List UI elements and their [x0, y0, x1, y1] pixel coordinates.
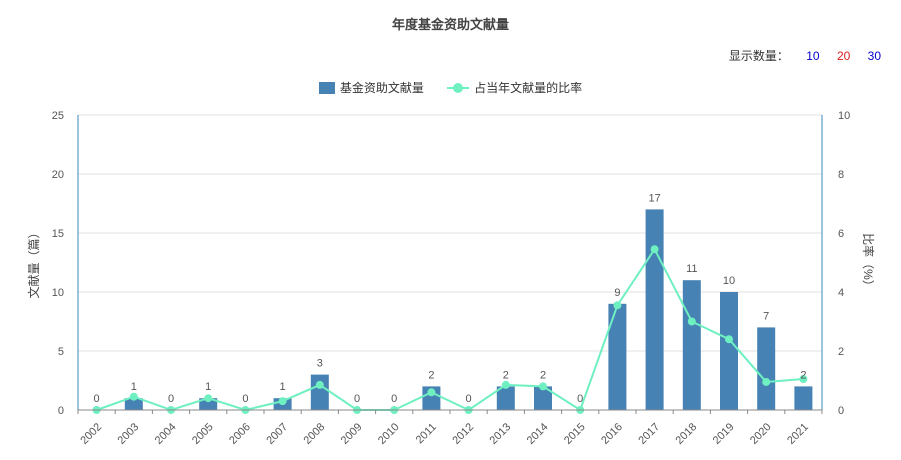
display-count-option-30[interactable]: 30	[867, 49, 881, 63]
y2-tick-label: 10	[838, 110, 850, 122]
bar	[720, 292, 738, 410]
bar	[496, 386, 515, 410]
x-tick-label: 2007	[264, 421, 290, 447]
bar	[682, 280, 701, 410]
y-tick-label: 15	[52, 228, 64, 240]
bar-value-label: 9	[614, 287, 620, 299]
x-tick-label: 2011	[414, 421, 439, 446]
ratio-point	[427, 388, 436, 397]
y2-tick-label: 8	[838, 169, 844, 181]
y2-tick-label: 4	[838, 287, 844, 299]
y2-tick-label: 2	[838, 346, 844, 358]
x-tick-label: 2002	[78, 421, 104, 447]
x-tick-label: 2010	[376, 421, 402, 447]
display-count-label: 显示数量：	[728, 49, 789, 63]
ratio-point	[613, 301, 622, 310]
bar-value-label: 2	[428, 369, 434, 381]
bar-value-label: 3	[317, 358, 323, 370]
bar-value-label: 10	[723, 275, 735, 287]
legend-bar-swatch	[318, 81, 335, 94]
x-tick-label: 2020	[748, 421, 774, 447]
y-tick-label: 10	[52, 287, 64, 299]
bar-value-label: 0	[354, 393, 360, 405]
bar-value-label: 1	[131, 381, 137, 393]
chart-legend: 基金资助文献量 占当年文献量的比率	[0, 79, 901, 97]
chart-title: 年度基金资助文献量	[391, 17, 509, 32]
y2-tick-label: 0	[838, 405, 844, 417]
ratio-point	[762, 377, 771, 386]
y2-tick-label: 6	[838, 228, 844, 240]
ratio-point	[315, 380, 324, 389]
ratio-point	[501, 380, 510, 389]
x-tick-label: 2008	[302, 421, 328, 447]
x-tick-label: 2014	[525, 421, 551, 447]
x-tick-label: 2012	[450, 421, 476, 447]
bar-value-label: 7	[763, 310, 769, 322]
ratio-point	[650, 245, 659, 254]
bar-value-label: 11	[686, 263, 697, 275]
ratio-point	[687, 317, 696, 326]
display-count-option-10[interactable]: 10	[806, 49, 820, 63]
bar-value-label: 1	[205, 381, 211, 393]
x-tick-label: 2013	[488, 421, 514, 447]
bar-series	[124, 209, 813, 410]
ratio-line	[96, 247, 804, 412]
bar	[422, 386, 441, 410]
bar-value-label: 2	[540, 369, 546, 381]
legend-item-bar[interactable]: 基金资助文献量	[318, 79, 424, 96]
display-count-option-20[interactable]: 20	[836, 49, 851, 63]
bar	[534, 386, 552, 410]
bar-value-label: 1	[280, 381, 286, 393]
x-tick-label: 2019	[711, 421, 737, 447]
ratio-point	[278, 397, 287, 406]
x-tick-label: 2015	[562, 421, 588, 447]
bar	[124, 398, 143, 410]
y-tick-label: 5	[58, 346, 64, 358]
bar-value-label: 17	[648, 192, 660, 204]
bar-value-label: 0	[242, 393, 248, 405]
bar	[608, 303, 627, 410]
bar-value-label: 0	[577, 393, 583, 405]
legend-item-line[interactable]: 占当年文献量的比率	[447, 79, 582, 96]
grid-lines	[78, 114, 822, 352]
bar	[757, 327, 776, 410]
bar	[645, 209, 664, 410]
x-tick-label: 2018	[674, 421, 700, 447]
x-tick-label: 2021	[785, 421, 811, 447]
y-tick-label: 20	[52, 169, 64, 181]
y-axis-title: 文献量（篇）	[26, 226, 41, 298]
bar	[199, 398, 218, 410]
bar-value-label: 2	[800, 369, 806, 381]
x-tick-label: 2006	[227, 421, 253, 447]
x-tick-label: 2003	[116, 421, 142, 447]
ratio-point	[539, 382, 547, 391]
x-tick-label: 2009	[339, 421, 365, 447]
ratio-point	[725, 335, 733, 344]
bar-value-label: 0	[94, 393, 100, 405]
ratio-point	[799, 375, 808, 384]
ratio-point	[204, 394, 213, 403]
legend-bar-label: 基金资助文献量	[339, 81, 424, 95]
ratio-point	[129, 392, 138, 401]
bar	[310, 374, 329, 410]
legend-line-swatch	[447, 82, 470, 94]
y-tick-label: 25	[52, 110, 64, 122]
x-tick-label: 2016	[599, 421, 625, 447]
bar-value-label: 0	[391, 393, 397, 405]
bar	[794, 386, 813, 410]
bar-value-label: 2	[503, 369, 509, 381]
x-tick-label: 2017	[636, 421, 662, 447]
y-tick-label: 0	[58, 405, 64, 417]
y2-axis-title: 比率（%）	[861, 233, 876, 292]
legend-line-label: 占当年文献量的比率	[474, 81, 583, 95]
x-tick-label: 2005	[190, 421, 216, 447]
display-count-selector: 显示数量： 10 20 30	[729, 47, 881, 64]
bar-value-label: 0	[466, 393, 472, 405]
bar-value-label: 0	[168, 393, 174, 405]
x-tick-label: 2004	[153, 421, 179, 447]
